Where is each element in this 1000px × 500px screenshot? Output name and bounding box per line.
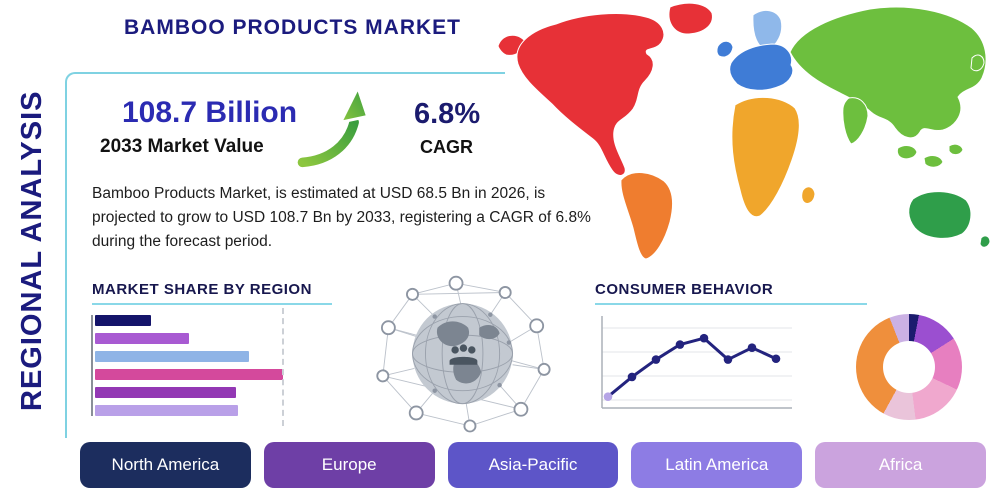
region-button-africa[interactable]: Africa xyxy=(815,442,986,488)
market-share-underline xyxy=(92,303,332,305)
map-india xyxy=(842,97,869,145)
regional-share-donut-chart xyxy=(856,314,962,420)
map-new-zealand xyxy=(979,235,991,248)
map-europe xyxy=(729,43,794,91)
accent-frame xyxy=(65,72,505,438)
map-scandinavia xyxy=(752,9,783,51)
market-share-bar-4 xyxy=(95,369,283,380)
map-japan xyxy=(970,54,985,72)
page-title: BAMBOO PRODUCTS MARKET xyxy=(124,16,461,39)
map-se-asia-island xyxy=(896,144,918,160)
region-button-north-america[interactable]: North America xyxy=(80,442,251,488)
region-button-asia-pacific[interactable]: Asia-Pacific xyxy=(447,442,619,488)
side-label-regional-analysis: REGIONAL ANALYSIS xyxy=(16,90,48,412)
map-africa xyxy=(731,96,800,218)
section-title-market-share: MARKET SHARE BY REGION xyxy=(92,281,312,298)
globe-network-illustration xyxy=(368,272,558,444)
market-description: Bamboo Products Market, is estimated at … xyxy=(92,185,591,251)
growth-arrow-icon xyxy=(295,82,374,170)
bar-chart-dashed-guide xyxy=(282,308,284,426)
line-point-1 xyxy=(603,392,613,401)
region-button-row: North America Europe Asia-Pacific Latin … xyxy=(80,442,986,488)
market-share-bar-3 xyxy=(95,351,250,362)
map-australia xyxy=(908,191,972,239)
cagr-label: CAGR xyxy=(420,137,473,157)
line-point-4 xyxy=(675,340,685,349)
line-point-7 xyxy=(747,343,757,352)
map-se-asia-island xyxy=(923,154,944,168)
map-asia xyxy=(789,6,987,139)
world-map xyxy=(494,0,1000,277)
map-south-america xyxy=(620,172,673,260)
market-share-bar-1 xyxy=(95,315,152,326)
map-madagascar xyxy=(801,186,816,204)
region-button-europe[interactable]: Europe xyxy=(263,442,435,488)
map-se-asia-island xyxy=(948,143,964,156)
line-point-6 xyxy=(723,355,733,364)
map-greenland xyxy=(668,2,713,35)
market-share-bar-5 xyxy=(95,387,236,398)
market-share-bar-2 xyxy=(95,333,189,344)
line-point-5 xyxy=(699,333,709,343)
section-title-consumer-behavior: CONSUMER BEHAVIOR xyxy=(595,281,774,298)
market-value-label: 2033 Market Value xyxy=(100,136,264,157)
line-point-8 xyxy=(771,354,781,364)
consumer-behavior-underline xyxy=(595,303,867,305)
market-value-stat: 108.7 Billion xyxy=(122,96,298,129)
line-point-2 xyxy=(627,372,637,382)
consumer-behavior-line-chart xyxy=(594,308,799,428)
market-share-bar-6 xyxy=(95,405,238,416)
region-button-latin-america[interactable]: Latin America xyxy=(631,442,803,488)
cagr-stat: 6.8% xyxy=(414,98,481,130)
line-point-3 xyxy=(651,355,661,364)
map-united-kingdom xyxy=(716,40,734,58)
map-north-america xyxy=(516,13,665,176)
market-share-bar-chart xyxy=(91,315,291,416)
